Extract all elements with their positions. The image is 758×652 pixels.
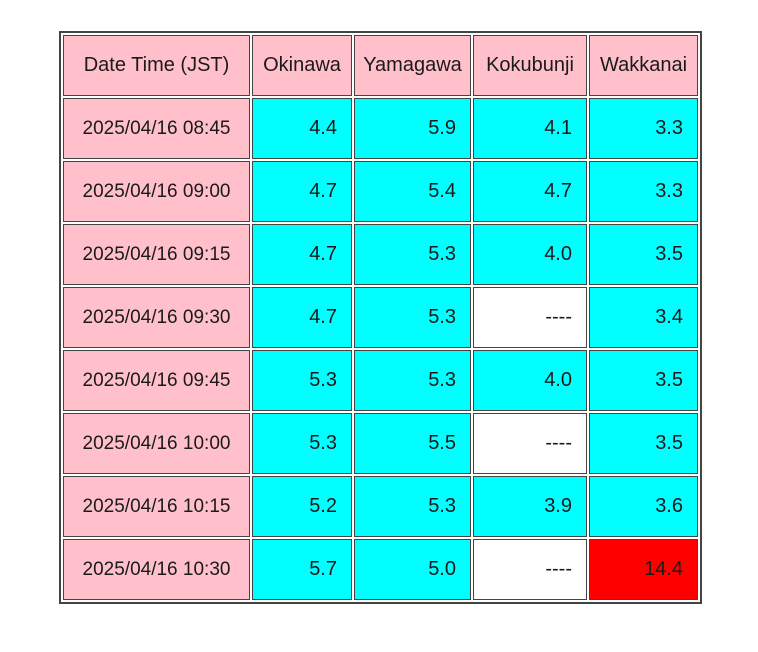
value-cell: 5.3 — [354, 287, 471, 348]
value-cell: 5.9 — [354, 98, 471, 159]
table-row: 2025/04/16 10:30 5.7 5.0 ---- 14.4 — [63, 539, 698, 600]
datetime-cell: 2025/04/16 09:15 — [63, 224, 250, 285]
value-cell: 4.7 — [473, 161, 587, 222]
table-row: 2025/04/16 10:15 5.2 5.3 3.9 3.6 — [63, 476, 698, 537]
value-cell: 3.5 — [589, 224, 698, 285]
value-cell: 4.7 — [252, 161, 352, 222]
value-cell: 5.3 — [354, 224, 471, 285]
column-header-wakkanai: Wakkanai — [589, 35, 698, 96]
value-cell: 3.3 — [589, 161, 698, 222]
value-cell: 5.3 — [252, 413, 352, 474]
value-cell-missing: ---- — [473, 287, 587, 348]
value-cell: 3.3 — [589, 98, 698, 159]
header-row: Date Time (JST) Okinawa Yamagawa Kokubun… — [63, 35, 698, 96]
value-cell: 3.6 — [589, 476, 698, 537]
value-cell: 5.2 — [252, 476, 352, 537]
value-cell: 3.5 — [589, 350, 698, 411]
value-cell: 4.7 — [252, 224, 352, 285]
value-cell: 5.4 — [354, 161, 471, 222]
value-cell: 5.3 — [354, 476, 471, 537]
value-cell: 5.0 — [354, 539, 471, 600]
value-cell-missing: ---- — [473, 413, 587, 474]
value-cell: 4.0 — [473, 350, 587, 411]
value-cell: 5.5 — [354, 413, 471, 474]
column-header-kokubunji: Kokubunji — [473, 35, 587, 96]
column-header-datetime: Date Time (JST) — [63, 35, 250, 96]
value-cell: 5.7 — [252, 539, 352, 600]
value-cell-missing: ---- — [473, 539, 587, 600]
table-row: 2025/04/16 09:00 4.7 5.4 4.7 3.3 — [63, 161, 698, 222]
datetime-cell: 2025/04/16 09:30 — [63, 287, 250, 348]
value-cell-alert: 14.4 — [589, 539, 698, 600]
datetime-cell: 2025/04/16 08:45 — [63, 98, 250, 159]
station-readings-table: Date Time (JST) Okinawa Yamagawa Kokubun… — [59, 31, 702, 604]
table-row: 2025/04/16 08:45 4.4 5.9 4.1 3.3 — [63, 98, 698, 159]
table-row: 2025/04/16 10:00 5.3 5.5 ---- 3.5 — [63, 413, 698, 474]
value-cell: 4.1 — [473, 98, 587, 159]
table-row: 2025/04/16 09:45 5.3 5.3 4.0 3.5 — [63, 350, 698, 411]
value-cell: 5.3 — [252, 350, 352, 411]
table-row: 2025/04/16 09:30 4.7 5.3 ---- 3.4 — [63, 287, 698, 348]
value-cell: 3.4 — [589, 287, 698, 348]
value-cell: 4.0 — [473, 224, 587, 285]
datetime-cell: 2025/04/16 09:45 — [63, 350, 250, 411]
column-header-okinawa: Okinawa — [252, 35, 352, 96]
value-cell: 3.5 — [589, 413, 698, 474]
value-cell: 3.9 — [473, 476, 587, 537]
datetime-cell: 2025/04/16 10:30 — [63, 539, 250, 600]
value-cell: 4.7 — [252, 287, 352, 348]
datetime-cell: 2025/04/16 10:15 — [63, 476, 250, 537]
datetime-cell: 2025/04/16 10:00 — [63, 413, 250, 474]
value-cell: 5.3 — [354, 350, 471, 411]
value-cell: 4.4 — [252, 98, 352, 159]
datetime-cell: 2025/04/16 09:00 — [63, 161, 250, 222]
table-row: 2025/04/16 09:15 4.7 5.3 4.0 3.5 — [63, 224, 698, 285]
column-header-yamagawa: Yamagawa — [354, 35, 471, 96]
